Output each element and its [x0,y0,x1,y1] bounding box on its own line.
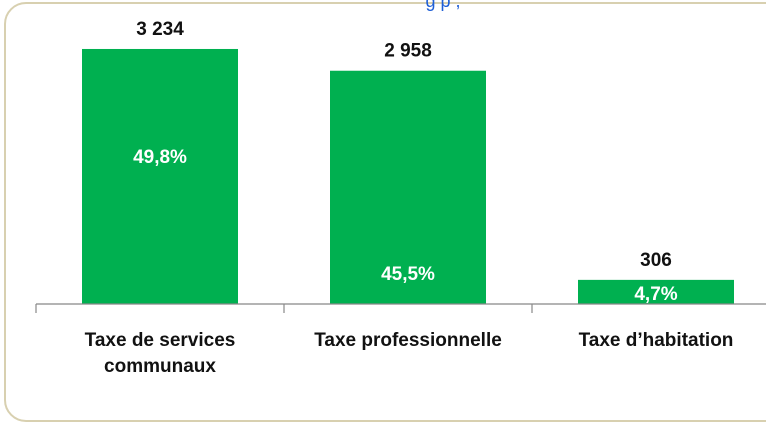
value-label-2: 2 958 [384,41,432,62]
header-fragment: g p , [425,0,461,11]
labels-layer: 3 234 49,8% Taxe de services communaux 2 958… [85,19,734,377]
category-label-line: Taxe d’habitation [579,330,734,351]
x-axis [35,303,766,313]
value-label-3: 306 [640,250,672,271]
category-label-line: Taxe professionnelle [314,330,502,351]
bar-1 [82,48,238,305]
percent-label-3: 4,7% [634,284,677,305]
category-label-1: Taxe de services communaux [85,330,236,377]
bar-chart: 3 234 49,8% Taxe de services communaux 2 958… [35,19,766,377]
percent-label-2: 45,5% [381,264,435,285]
category-label-line: Taxe de services [85,330,236,351]
category-label-line: communaux [104,356,216,377]
bar-2 [330,70,486,304]
value-label-1: 3 234 [136,19,184,40]
bars-layer [82,48,734,305]
category-label-3: Taxe d’habitation [579,330,734,351]
category-label-2: Taxe professionnelle [314,330,502,351]
bar-3 [578,279,734,304]
percent-label-1: 49,8% [133,147,187,168]
